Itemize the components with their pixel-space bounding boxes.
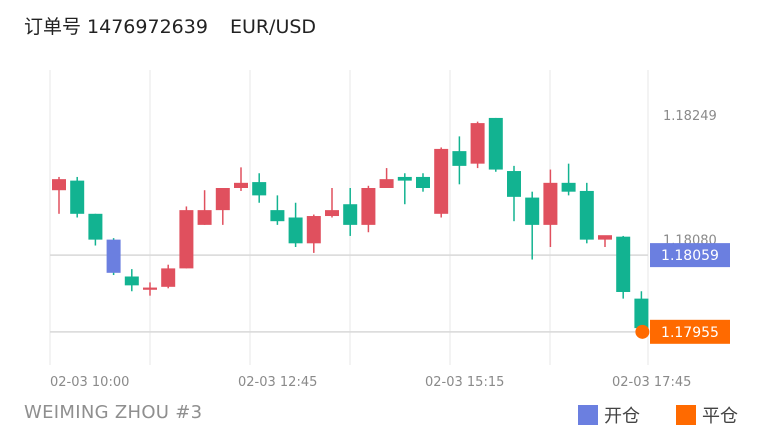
open-swatch <box>578 405 598 425</box>
candle-body <box>143 287 157 290</box>
open-price-tag-label: 1.18059 <box>661 248 719 264</box>
candle-body <box>234 182 248 188</box>
currency-pair: EUR/USD <box>229 16 317 38</box>
chart-header: 订单号 1476972639 EUR/USD <box>24 12 338 39</box>
candle-body <box>270 210 285 222</box>
candle-body <box>634 298 649 329</box>
close-price-tag <box>650 319 730 344</box>
order-number: 订单号 1476972639 <box>24 16 208 38</box>
x-tick-label: 02-03 17:45 <box>612 375 691 390</box>
candle-body <box>379 179 394 188</box>
y-tick-label: 1.18249 <box>663 109 717 124</box>
candle-body <box>343 204 358 225</box>
candle-body <box>579 190 594 240</box>
x-tick-label: 02-03 12:45 <box>238 375 317 390</box>
candle-body <box>543 182 558 225</box>
candle-body <box>124 276 139 286</box>
account-label: WEIMING ZHOU #3 <box>24 402 203 423</box>
candle-body <box>507 171 521 197</box>
candle-body <box>106 239 121 273</box>
candle-body <box>88 213 103 240</box>
x-tick-label: 02-03 10:00 <box>50 375 129 390</box>
candle-body <box>52 179 66 191</box>
candle-body <box>179 210 194 269</box>
candle-body <box>397 176 412 181</box>
candle-body <box>252 182 267 196</box>
candle-body <box>325 210 339 217</box>
candle-body <box>306 216 321 244</box>
candle-body <box>598 235 612 240</box>
candle-body <box>470 123 485 164</box>
candle-body <box>161 268 176 287</box>
candle-body <box>197 210 212 225</box>
candle-body <box>561 182 576 192</box>
legend-close-label: 平仓 <box>702 406 738 427</box>
close-price-tag-label: 1.17955 <box>661 325 719 341</box>
close-marker-dot <box>635 324 650 339</box>
legend-open-label: 开仓 <box>604 406 640 427</box>
candle-body <box>288 217 303 244</box>
close-swatch <box>676 405 696 425</box>
candle-body <box>452 151 467 166</box>
open-price-tag <box>650 243 730 268</box>
candle-body <box>616 236 631 292</box>
candle-body <box>70 180 85 214</box>
candle-body <box>434 148 449 214</box>
legend-open: 开仓 <box>578 402 640 428</box>
candle-body <box>416 176 430 188</box>
candle-body <box>525 197 540 225</box>
candle-body <box>215 188 230 211</box>
candle-body <box>361 188 376 225</box>
legend-close: 平仓 <box>676 402 738 428</box>
candle-body <box>488 117 503 170</box>
x-tick-label: 02-03 15:15 <box>425 375 504 390</box>
